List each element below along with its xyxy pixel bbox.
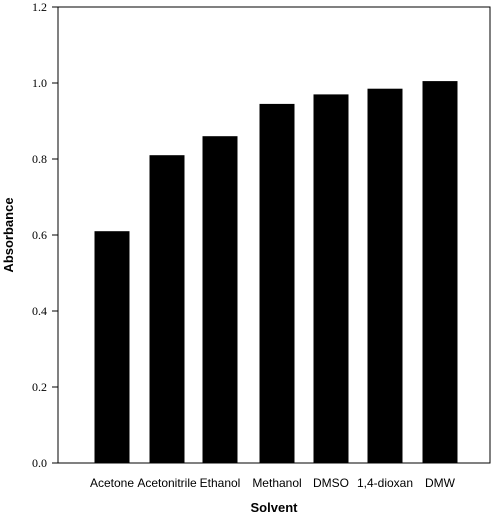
y-tick-label: 0.8 bbox=[32, 152, 47, 166]
bar-dmso bbox=[313, 94, 349, 464]
x-tick-label: DMW bbox=[425, 476, 456, 490]
y-axis-title: Absorbance bbox=[1, 197, 16, 272]
bar-dmw bbox=[422, 81, 458, 463]
x-axis-title: Solvent bbox=[251, 500, 299, 515]
bar-methanol bbox=[259, 103, 295, 464]
x-tick-label: Ethanol bbox=[200, 476, 241, 490]
y-tick-label: 0.4 bbox=[32, 304, 47, 318]
bar-acetonitrile bbox=[149, 155, 185, 463]
x-tick-label: Methanol bbox=[252, 476, 301, 490]
x-tick-label: Acetonitrile bbox=[137, 476, 197, 490]
plot-frame bbox=[57, 6, 491, 464]
y-tick-label: 1.0 bbox=[32, 76, 47, 90]
y-tick-label: 0.6 bbox=[32, 228, 47, 242]
bar-acetone bbox=[94, 231, 130, 463]
y-tick-label: 0.2 bbox=[32, 380, 47, 394]
bar-1-4-dioxan bbox=[367, 88, 403, 463]
x-tick-label: 1,4-dioxan bbox=[357, 476, 413, 490]
y-tick-label: 1.2 bbox=[32, 0, 47, 14]
bars bbox=[94, 81, 458, 464]
x-tick-label: DMSO bbox=[313, 476, 349, 490]
x-tick-label: Acetone bbox=[90, 476, 134, 490]
bar-ethanol bbox=[202, 136, 238, 463]
y-axis-ticks: 0.0 0.2 0.4 0.6 0.8 1.0 1.2 bbox=[32, 0, 58, 470]
x-axis-tick-labels: Acetone Acetonitrile Ethanol Methanol DMSO 1,… bbox=[90, 476, 456, 490]
y-tick-label: 0.0 bbox=[32, 456, 47, 470]
